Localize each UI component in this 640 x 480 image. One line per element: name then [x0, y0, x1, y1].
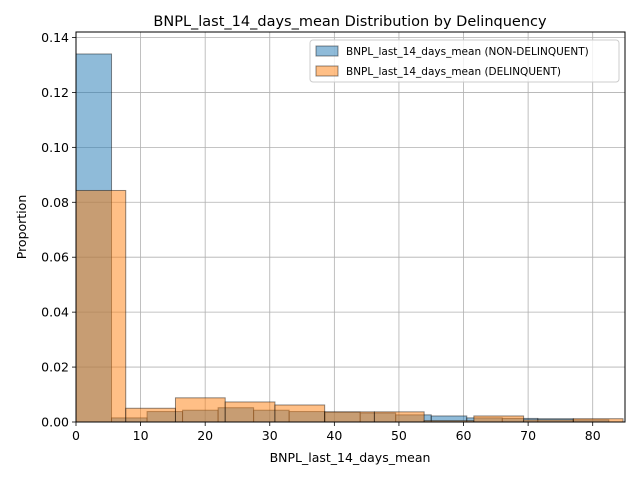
- histogram-bars: [75, 53, 624, 423]
- y-tick-label: 0.00: [41, 415, 69, 430]
- x-tick-label: 70: [520, 428, 536, 443]
- y-tick-label: 0.10: [41, 140, 69, 155]
- legend-label-non-delinquent: BNPL_last_14_days_mean (NON-DELINQUENT): [346, 46, 589, 58]
- axis-ticks: 0 10 20 30 40 50 60 70 80 0.00 0.02 0.04 0.06 0.08 0.1…: [41, 30, 601, 443]
- x-tick-label: 10: [133, 428, 149, 443]
- y-tick-label: 0.08: [41, 195, 69, 210]
- bar-delinquent: [324, 411, 375, 423]
- x-tick-label: 50: [391, 428, 407, 443]
- bar-delinquent: [373, 411, 425, 423]
- y-tick-label: 0.14: [41, 30, 69, 45]
- x-tick-label: 80: [585, 428, 601, 443]
- legend-swatch-non-delinquent: [315, 45, 339, 57]
- chart-title: BNPL_last_14_days_mean Distribution by D…: [153, 14, 547, 30]
- x-axis-label: BNPL_last_14_days_mean: [270, 450, 431, 465]
- plot-frame: [75, 31, 626, 423]
- bar-delinquent: [224, 401, 276, 423]
- x-tick-label: 40: [326, 428, 342, 443]
- bar-delinquent: [125, 407, 176, 423]
- legend-box: [309, 39, 620, 83]
- y-tick-label: 0.12: [41, 85, 69, 100]
- y-axis-label: Proportion: [14, 195, 29, 260]
- legend-swatch-delinquent: [315, 65, 339, 77]
- x-tick-label: 60: [456, 428, 472, 443]
- bar-delinquent: [473, 415, 525, 423]
- bar-delinquent: [75, 189, 127, 423]
- y-tick-label: 0.04: [41, 305, 69, 320]
- x-tick-label: 30: [262, 428, 278, 443]
- x-tick-label: 0: [72, 428, 80, 443]
- legend: BNPL_last_14_days_mean (NON-DELINQUENT) …: [309, 39, 620, 83]
- legend-label-delinquent: BNPL_last_14_days_mean (DELINQUENT): [346, 66, 561, 78]
- y-tick-label: 0.02: [41, 360, 69, 375]
- y-tick-label: 0.06: [41, 250, 69, 265]
- bar-delinquent: [274, 404, 326, 423]
- bar-delinquent: [174, 397, 226, 423]
- x-tick-label: 20: [197, 428, 213, 443]
